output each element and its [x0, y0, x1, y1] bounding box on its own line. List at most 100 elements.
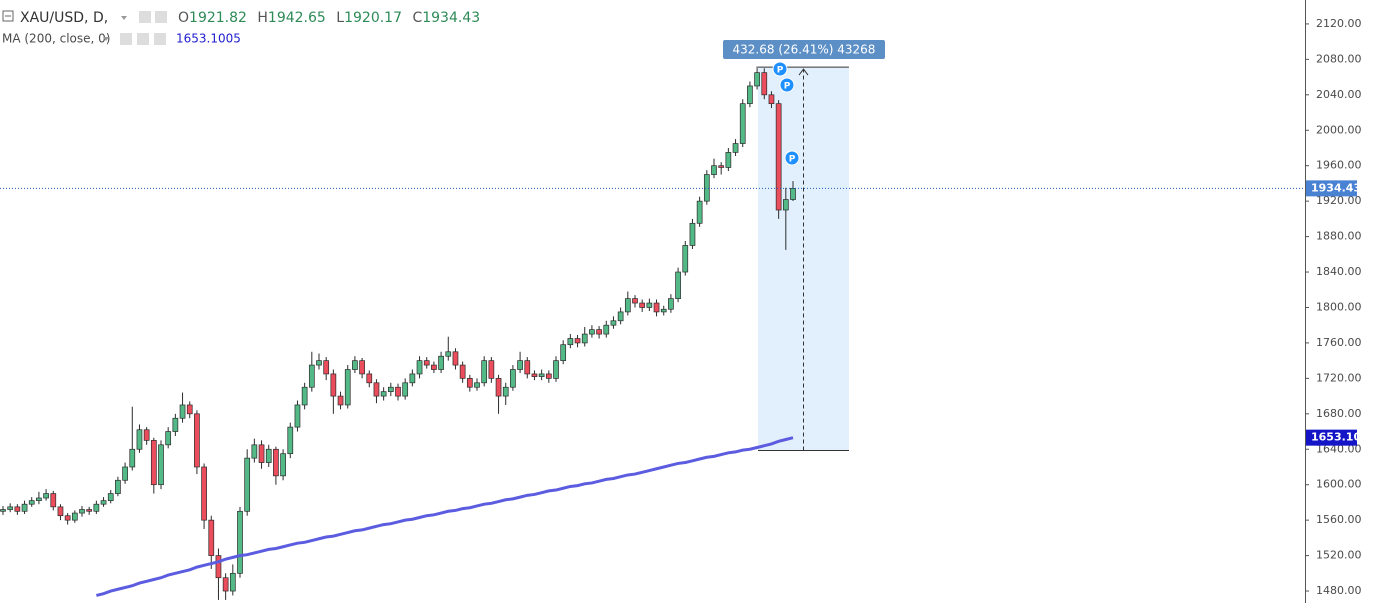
- candle-body: [452, 351, 459, 366]
- candle-body: [409, 373, 416, 384]
- ma-line: [96, 436, 794, 597]
- candle-body: [165, 431, 172, 446]
- ohlc-value: 1942.65: [268, 10, 326, 26]
- candle-body: [43, 493, 49, 499]
- candle-body: [761, 72, 768, 96]
- y-tick-label: 1560.00: [1316, 513, 1362, 526]
- candle-body: [481, 360, 488, 384]
- candle-body: [273, 448, 279, 477]
- candle-body: [387, 386, 394, 393]
- last-price-box: [1306, 180, 1357, 197]
- candle-body: [560, 344, 567, 361]
- candle-body: [287, 426, 294, 455]
- candle-body: [122, 466, 128, 481]
- marker-label: P: [784, 82, 791, 92]
- y-tick-label: 1480.00: [1316, 584, 1362, 597]
- marker-label: P: [777, 66, 784, 76]
- y-tick-label: 2120.00: [1316, 17, 1362, 30]
- symbol[interactable]: XAU/USD, D,: [20, 10, 108, 26]
- candle-body: [524, 360, 531, 375]
- marker: [779, 77, 795, 93]
- candle-body: [359, 360, 365, 375]
- candle-body: [416, 360, 423, 375]
- y-tick-label: 2040.00: [1316, 88, 1362, 101]
- collapse-icon[interactable]: [2, 10, 14, 22]
- ohlc-value: 1920.17: [344, 10, 402, 26]
- candle-body: [50, 493, 57, 508]
- eye-icon[interactable]: [139, 11, 151, 23]
- candle-body: [775, 103, 782, 211]
- candle-body: [100, 500, 107, 505]
- marker: [772, 61, 788, 77]
- candle-body: [445, 351, 452, 357]
- candle-body: [194, 413, 200, 468]
- y-tick-label: 1680.00: [1316, 407, 1362, 420]
- settings-icon[interactable]: [137, 33, 149, 45]
- candle-body: [754, 72, 760, 87]
- candle-body: [258, 444, 265, 463]
- ohlc-legend: O1921.82 H1942.65 L1920.17 C1934.43: [178, 10, 480, 26]
- candle-body: [107, 493, 114, 502]
- candle-body: [668, 298, 674, 310]
- ohlc-value: 1921.82: [189, 10, 247, 26]
- candle-body: [488, 360, 495, 379]
- dropdown[interactable]: [121, 16, 127, 20]
- eye-icon[interactable]: [120, 33, 132, 45]
- settings-icon[interactable]: [155, 11, 167, 23]
- candle-body: [330, 373, 337, 397]
- candle-body: [782, 199, 789, 211]
- candle-body: [646, 302, 653, 308]
- y-tick-label: 1960.00: [1316, 159, 1362, 172]
- candle-body: [502, 386, 509, 397]
- candle-body: [474, 382, 480, 388]
- candle-body: [675, 271, 681, 299]
- candle-body: [624, 298, 631, 313]
- close-icon[interactable]: [154, 33, 166, 45]
- candle-body: [589, 329, 595, 335]
- ma-price-label: 1653.10: [1311, 431, 1361, 444]
- candle-body: [660, 308, 667, 313]
- measure-arrowhead: [798, 68, 809, 76]
- y-tick-label: 1920.00: [1316, 194, 1362, 207]
- candle-body: [280, 453, 286, 477]
- y-tick-label: 2000.00: [1316, 123, 1362, 136]
- candle-body: [510, 369, 516, 388]
- candle-body: [747, 85, 753, 105]
- candle-body: [610, 320, 617, 326]
- candle-body: [93, 503, 100, 512]
- candle-body: [186, 404, 193, 415]
- candle-body: [344, 369, 351, 406]
- candle-body: [574, 338, 581, 344]
- candle-body: [596, 329, 602, 335]
- y-tick-label: 1800.00: [1316, 300, 1362, 313]
- last-price-label: 1934.43: [1311, 181, 1361, 194]
- candle-body: [21, 503, 28, 512]
- candle-body: [57, 506, 64, 517]
- candle-body: [301, 386, 308, 406]
- y-tick-label: 1840.00: [1316, 265, 1362, 278]
- candle-body: [768, 94, 775, 105]
- candle-body: [725, 152, 732, 168]
- candle-body: [689, 222, 696, 246]
- candle-body: [308, 364, 315, 388]
- candle-body: [395, 386, 401, 397]
- y-tick-label: 1760.00: [1316, 336, 1362, 349]
- y-tick-label: 2080.00: [1316, 52, 1362, 65]
- candle-body: [366, 373, 373, 384]
- ma-legend[interactable]: MA (200, close, 0): [2, 32, 110, 46]
- candle-body: [466, 378, 473, 388]
- candle-body: [323, 360, 330, 375]
- measure-label-box: [723, 40, 885, 59]
- candle-body: [237, 510, 243, 574]
- candle-body: [251, 444, 258, 459]
- ma-price-box: [1306, 429, 1357, 446]
- candle-body: [581, 333, 588, 344]
- dropdown[interactable]: [103, 37, 109, 41]
- candle-body: [732, 143, 739, 153]
- candle-body: [639, 302, 646, 308]
- candle-body: [172, 417, 179, 432]
- ohlc-label: H: [257, 10, 268, 26]
- candle-body: [517, 360, 523, 370]
